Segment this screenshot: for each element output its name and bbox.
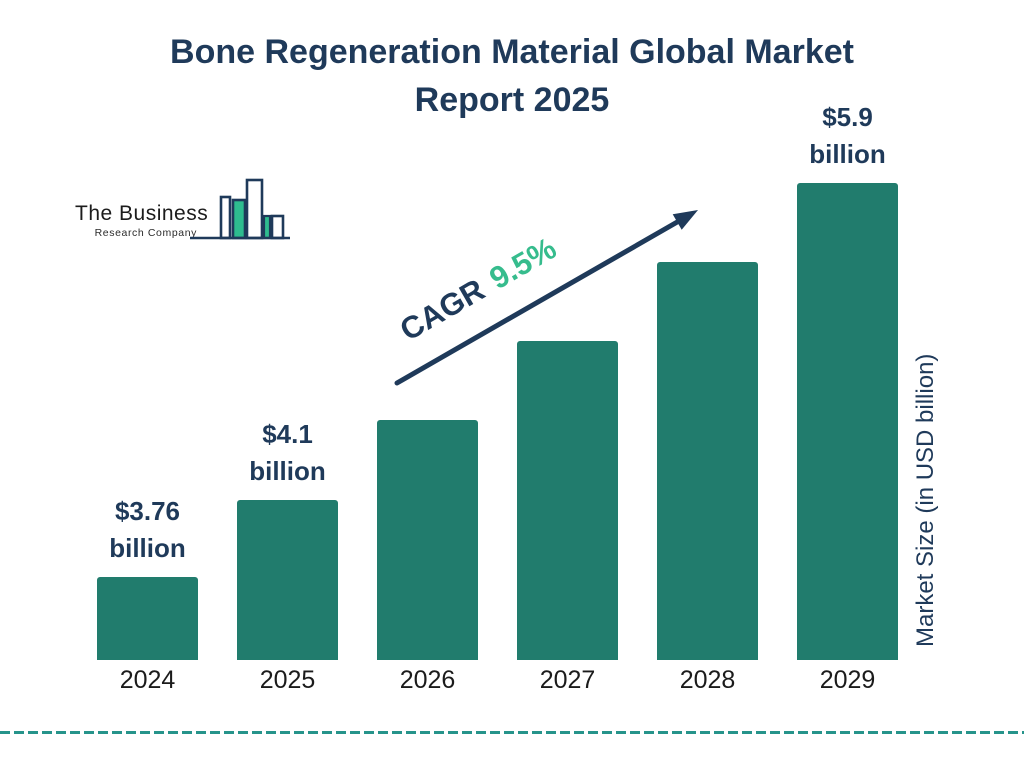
value-label-2025: $4.1 billion	[249, 419, 326, 486]
x-tick-2025: 2025	[259, 666, 316, 694]
x-tick-2026: 2026	[399, 666, 456, 694]
company-logo-text: The Business Research Company	[75, 202, 209, 239]
chart-title-line1: Bone Regeneration Material Global Market	[170, 33, 854, 71]
cagr-word: CAGR	[394, 271, 491, 348]
y-axis-label: Market Size (in USD billion)	[912, 353, 939, 647]
x-tick-2024: 2024	[119, 666, 176, 694]
x-tick-2029: 2029	[819, 666, 876, 694]
bar-chart-logo-icon	[190, 178, 290, 240]
chart-title: Bone Regeneration Material Global Market…	[0, 28, 1024, 124]
bar-2026	[377, 420, 478, 660]
bar-2024	[97, 577, 198, 660]
company-subname: Research Company	[94, 227, 197, 239]
bar-2029	[797, 183, 898, 660]
x-tick-2028: 2028	[679, 666, 736, 694]
chart-title-line2: Report 2025	[414, 81, 610, 119]
bar-2027	[517, 341, 618, 660]
cagr-label: CAGR9.5%	[394, 230, 563, 348]
company-name: The Business	[75, 202, 209, 225]
bar-2028	[657, 262, 758, 660]
value-label-2029: $5.9 billion	[809, 102, 886, 169]
cagr-value: 9.5%	[483, 230, 563, 297]
company-logo: The Business Research Company	[75, 176, 290, 248]
x-tick-2027: 2027	[539, 666, 596, 694]
bar-2025	[237, 500, 338, 660]
value-label-2024: $3.76 billion	[109, 496, 186, 563]
bottom-dashed-line	[0, 731, 1024, 734]
